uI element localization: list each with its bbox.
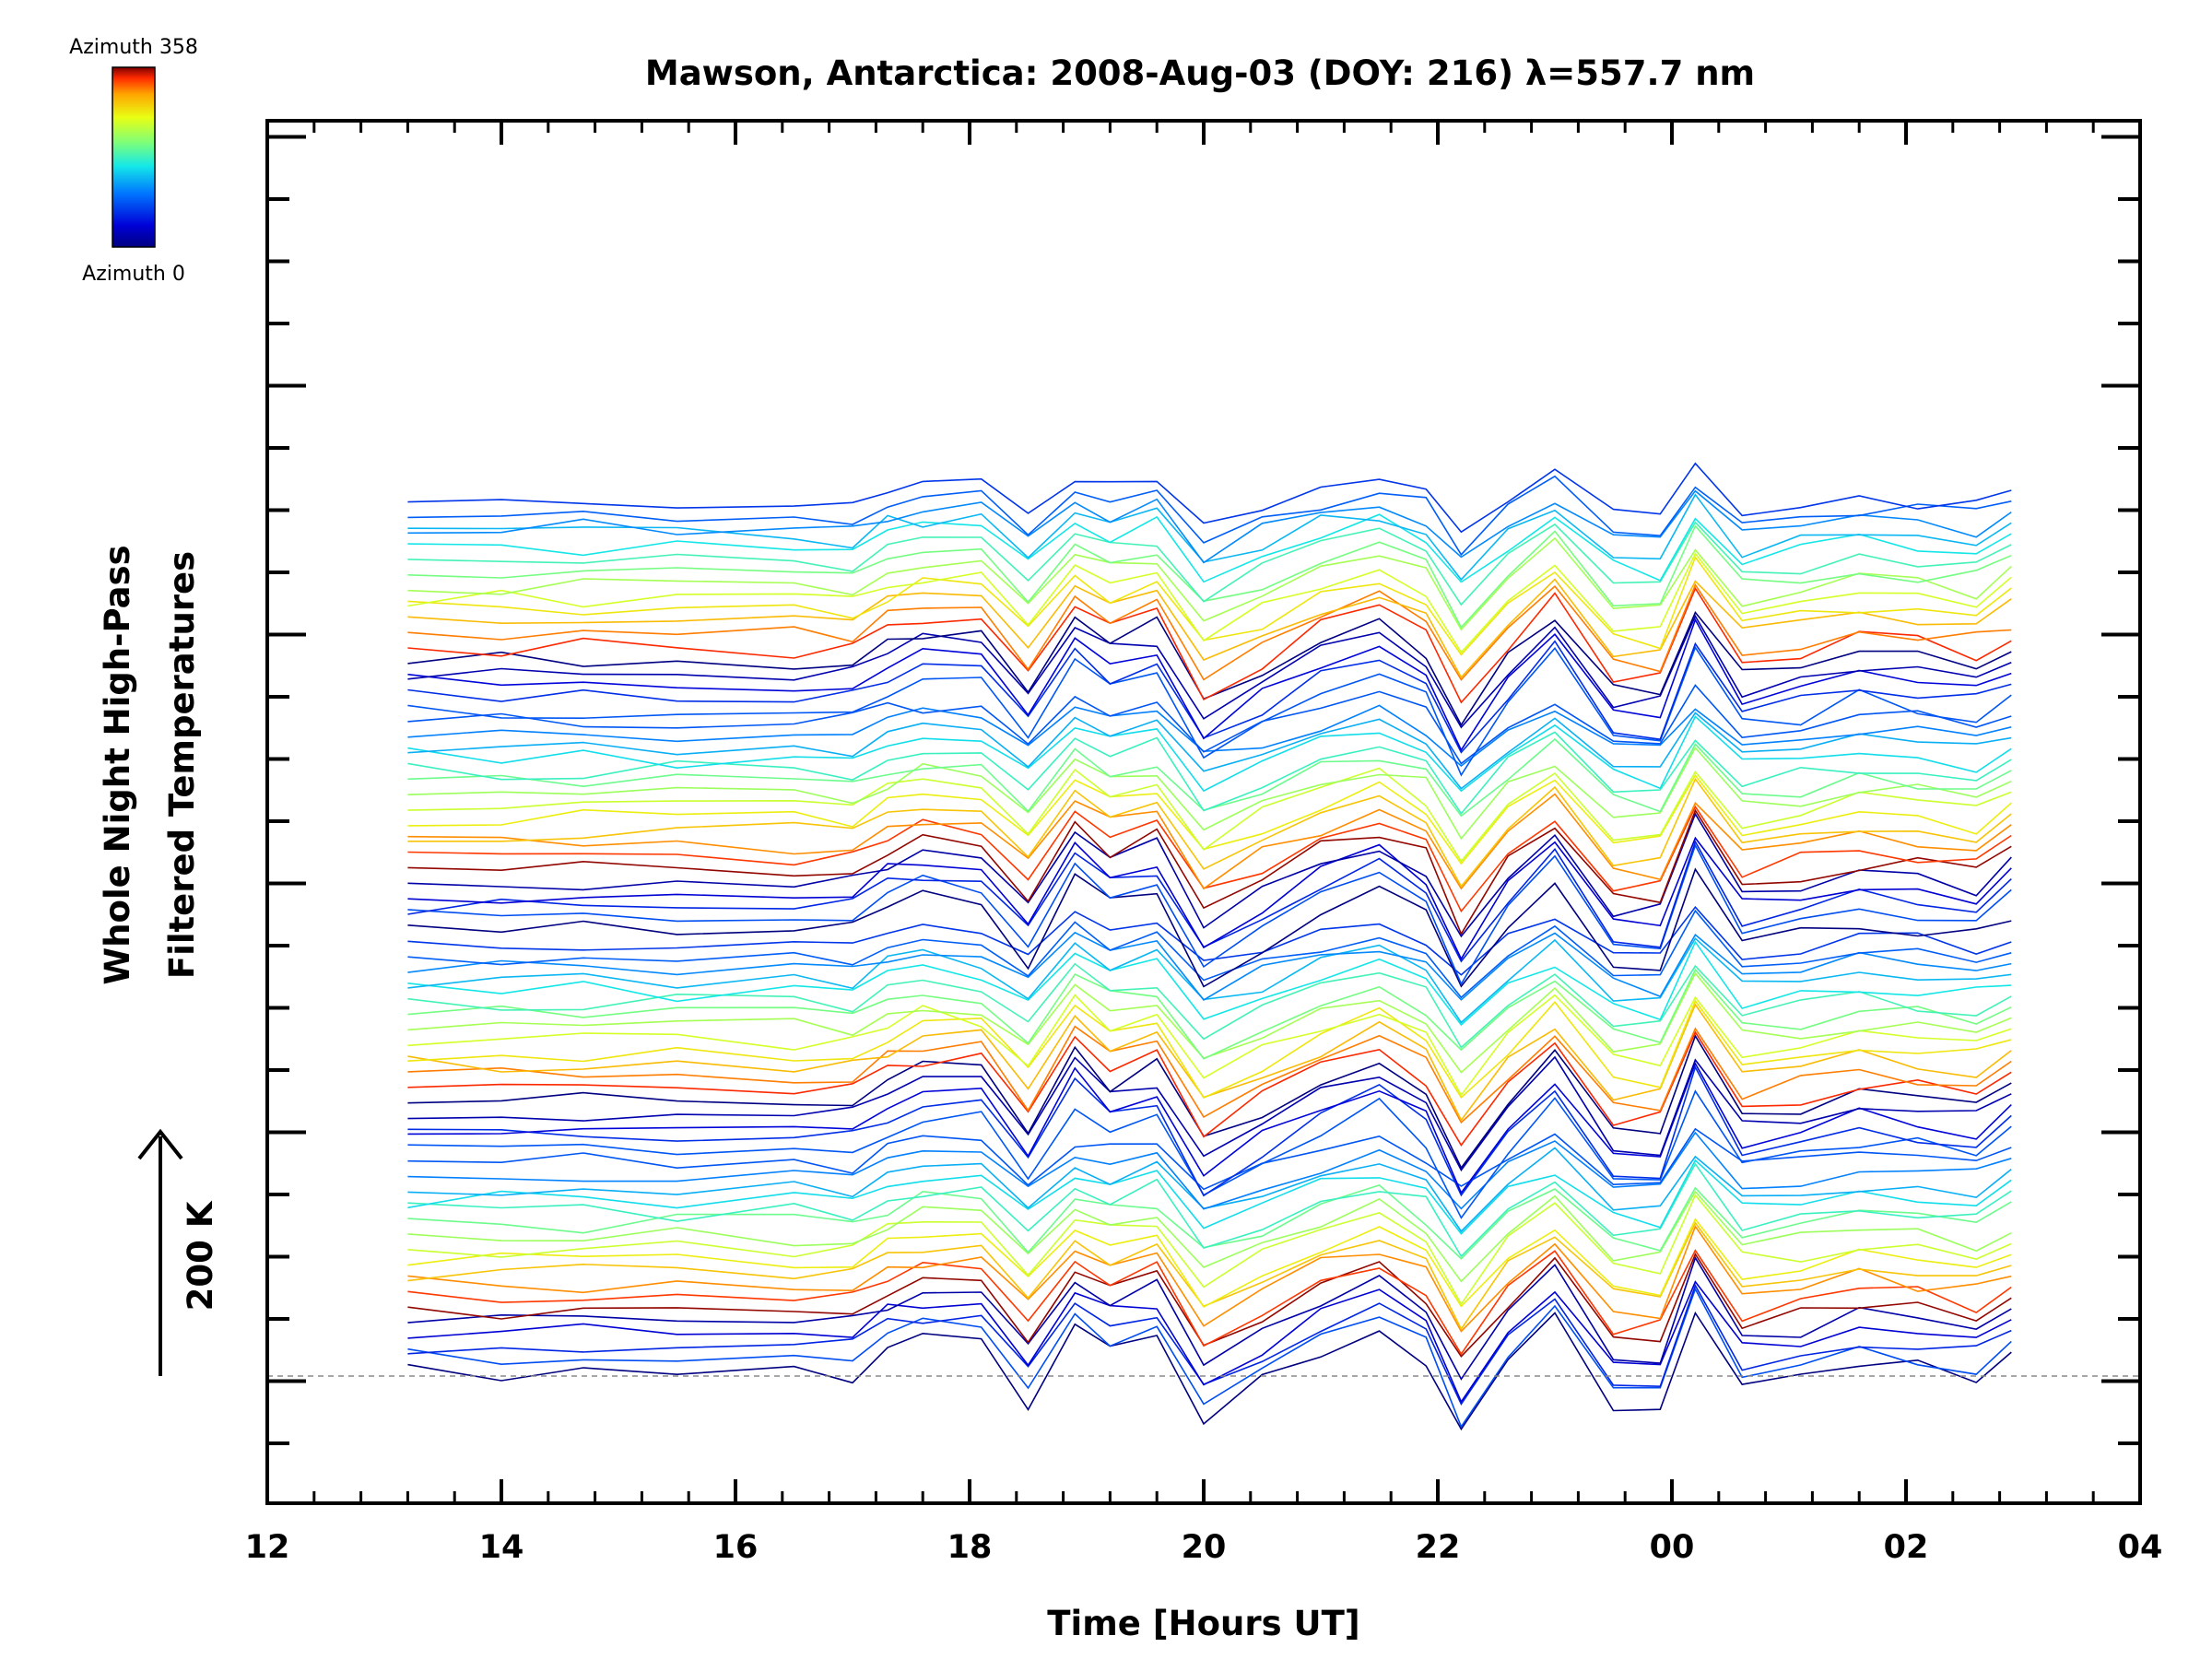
series-line xyxy=(407,843,2012,986)
series-line xyxy=(407,971,2012,1074)
series-lines xyxy=(407,462,2012,1431)
series-line xyxy=(407,836,2012,961)
scale-label: 200 K xyxy=(181,1200,220,1311)
series-line xyxy=(407,618,2012,752)
series-line xyxy=(407,1225,2012,1333)
series-line xyxy=(407,552,2012,654)
series-line xyxy=(407,773,2012,865)
series-line xyxy=(407,1218,2012,1308)
series-line xyxy=(407,999,2012,1100)
series-line xyxy=(407,712,2012,790)
series-line xyxy=(407,1159,2012,1235)
series-line xyxy=(407,1127,2012,1191)
x-tick-label: 04 xyxy=(2118,1529,2163,1566)
series-line xyxy=(407,767,2012,863)
series-line xyxy=(407,1147,2012,1233)
x-axis-label: Time [Hours UT] xyxy=(1047,1604,1359,1643)
colorbar-max-label: Azimuth 358 xyxy=(69,36,198,59)
axis-ticks xyxy=(265,121,2142,1503)
y-axis-label-line1: Whole Night High-Pass xyxy=(98,545,137,984)
series-line xyxy=(407,555,2012,656)
series-line xyxy=(407,840,2012,963)
series-line xyxy=(407,614,2012,729)
x-tick-label: 02 xyxy=(1884,1529,1929,1566)
series-line xyxy=(407,704,2012,768)
series-line xyxy=(407,1255,2012,1381)
series-line xyxy=(407,489,2012,564)
x-tick-label: 14 xyxy=(479,1529,524,1566)
series-line xyxy=(407,808,2012,936)
x-tick-label: 00 xyxy=(1650,1529,1695,1566)
series-line xyxy=(407,962,2012,1049)
series-line xyxy=(407,1131,2012,1210)
series-line xyxy=(407,1089,2012,1219)
series-line xyxy=(407,1283,2012,1406)
series-line xyxy=(407,582,2012,681)
series-line xyxy=(407,610,2012,727)
series-line xyxy=(407,684,2012,765)
colorbar xyxy=(112,66,156,248)
series-line xyxy=(407,524,2012,629)
series-line xyxy=(407,586,2012,704)
series-line xyxy=(407,867,2012,988)
series-line xyxy=(407,994,2012,1097)
series-line xyxy=(407,1162,2012,1258)
series-line xyxy=(407,936,2012,1024)
series-line xyxy=(407,475,2012,557)
colorbar-min-label: Azimuth 0 xyxy=(82,263,185,286)
x-tick-label: 18 xyxy=(947,1529,993,1566)
series-line xyxy=(407,805,2012,913)
series-line xyxy=(407,1311,2012,1431)
series-line xyxy=(407,1061,2012,1194)
series-line xyxy=(407,777,2012,888)
x-tick-label: 12 xyxy=(245,1529,290,1566)
x-tick-label: 16 xyxy=(713,1529,759,1566)
series-line xyxy=(407,931,2012,1001)
x-tick-label: 22 xyxy=(1416,1529,1461,1566)
scale-arrowhead-icon xyxy=(137,1128,183,1160)
series-line xyxy=(407,812,2012,938)
series-line xyxy=(407,578,2012,679)
series-line xyxy=(407,1190,2012,1283)
series-line xyxy=(407,1252,2012,1358)
series-line xyxy=(407,645,2012,777)
series-line xyxy=(407,1287,2012,1429)
series-line xyxy=(407,909,2012,999)
y-axis-label-line2: Filtered Temperatures xyxy=(162,551,202,979)
series-line xyxy=(407,793,2012,890)
series-line xyxy=(407,1280,2012,1404)
series-line xyxy=(407,1025,2012,1124)
series-line xyxy=(407,1034,2012,1170)
series-line xyxy=(407,462,2012,534)
series-line xyxy=(407,1184,2012,1260)
series-line xyxy=(407,1249,2012,1356)
chart-title: Mawson, Antarctica: 2008-Aug-03 (DOY: 21… xyxy=(645,53,1755,93)
series-line xyxy=(407,1055,2012,1172)
series-line xyxy=(407,737,2012,818)
series-line xyxy=(407,715,2012,793)
x-tick-label: 20 xyxy=(1182,1529,1227,1566)
series-line xyxy=(407,493,2012,582)
series-line xyxy=(407,1221,2012,1331)
series-line xyxy=(407,731,2012,816)
series-line xyxy=(407,747,2012,841)
series-line xyxy=(407,640,2012,754)
series-line xyxy=(407,1194,2012,1306)
series-line xyxy=(407,905,2012,976)
series-line xyxy=(407,1065,2012,1197)
series-line xyxy=(407,1003,2012,1122)
series-line xyxy=(407,521,2012,606)
series-line xyxy=(407,536,2012,631)
series-line xyxy=(407,513,2012,583)
series-line xyxy=(407,968,2012,1060)
x-tick-labels: 12 14 16 18 20 22 00 02 04 xyxy=(245,1529,2163,1566)
series-line xyxy=(407,940,2012,1027)
series-line xyxy=(407,1030,2012,1147)
